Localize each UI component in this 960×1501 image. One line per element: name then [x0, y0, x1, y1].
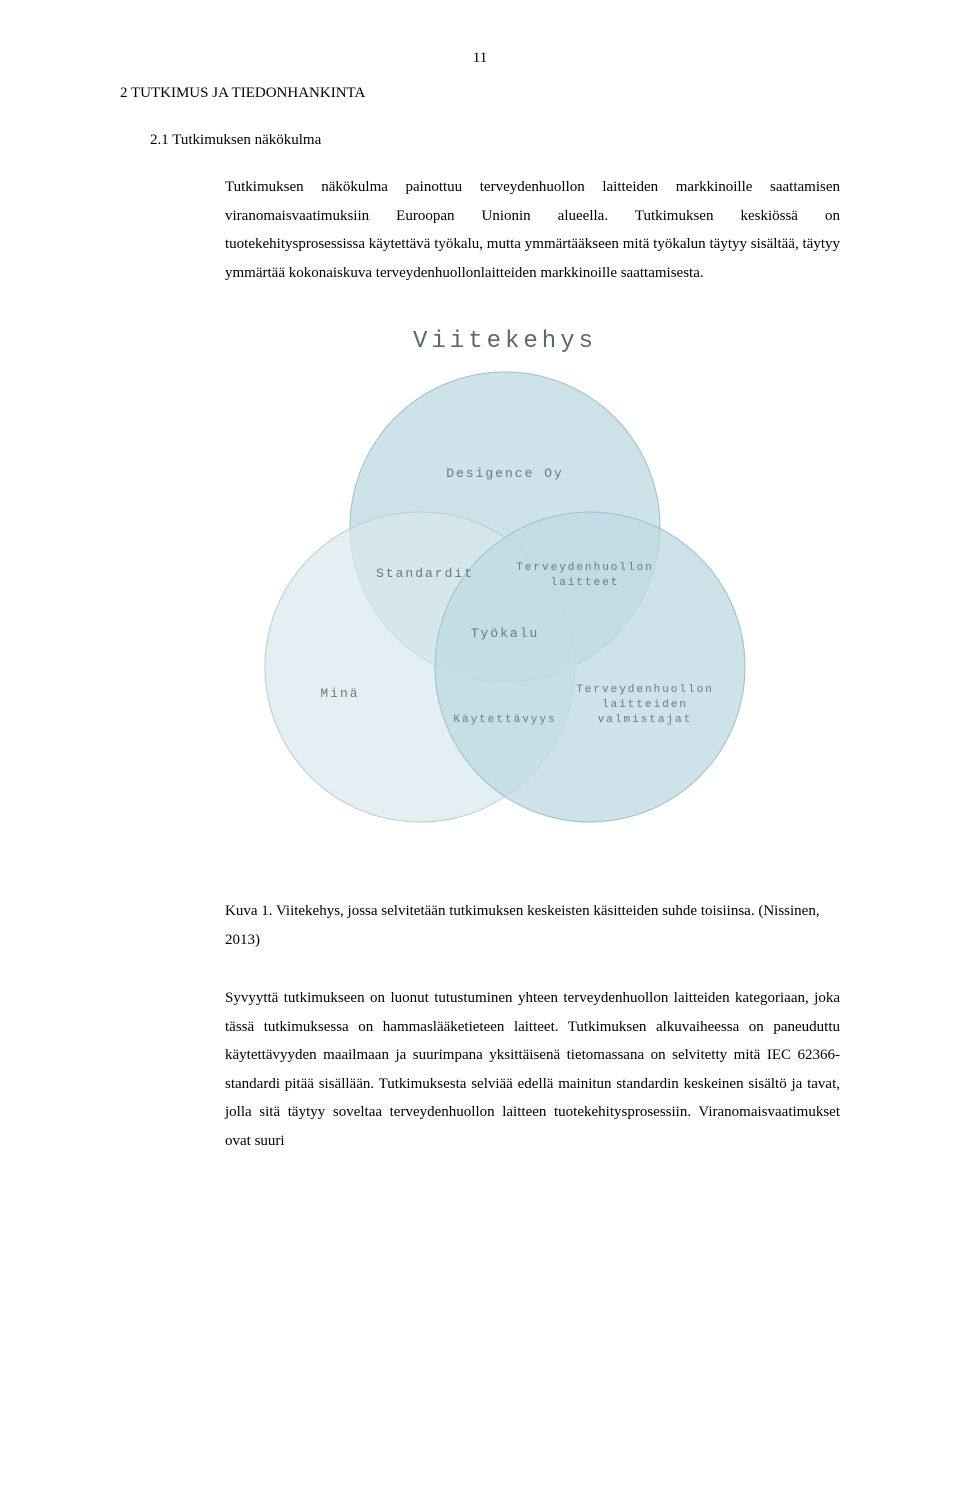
venn-label-overlap-tl: Standardit — [376, 566, 474, 581]
venn-label-overlap-tr2: laitteet — [551, 577, 620, 589]
heading-subsection: 2.1 Tutkimuksen näkökulma — [150, 132, 840, 149]
venn-label-left: Minä — [320, 686, 359, 701]
venn-diagram: Viitekehys Desigence Oy Standardit Terve… — [225, 317, 840, 857]
page-number: 11 — [120, 50, 840, 67]
venn-label-center: Työkalu — [471, 626, 540, 641]
venn-circle-right — [435, 512, 745, 822]
venn-svg: Viitekehys Desigence Oy Standardit Terve… — [225, 317, 785, 857]
venn-label-right3: valmistajat — [598, 714, 693, 726]
venn-label-overlap-tr1: Terveydenhuollon — [516, 562, 654, 574]
heading-section: 2 TUTKIMUS JA TIEDONHANKINTA — [120, 85, 840, 102]
figure-caption: Kuva 1. Viitekehys, jossa selvitetään tu… — [225, 897, 840, 954]
paragraph-body: Syvyyttä tutkimukseen on luonut tutustum… — [225, 984, 840, 1155]
venn-label-right1: Terveydenhuollon — [576, 684, 714, 696]
venn-title-text: Viitekehys — [413, 328, 597, 355]
venn-label-overlap-bottom: Käytettävyys — [453, 714, 556, 726]
paragraph-intro: Tutkimuksen näkökulma painottuu terveyde… — [225, 173, 840, 287]
venn-label-right2: laitteiden — [602, 699, 688, 711]
venn-label-top: Desigence Oy — [446, 466, 564, 481]
